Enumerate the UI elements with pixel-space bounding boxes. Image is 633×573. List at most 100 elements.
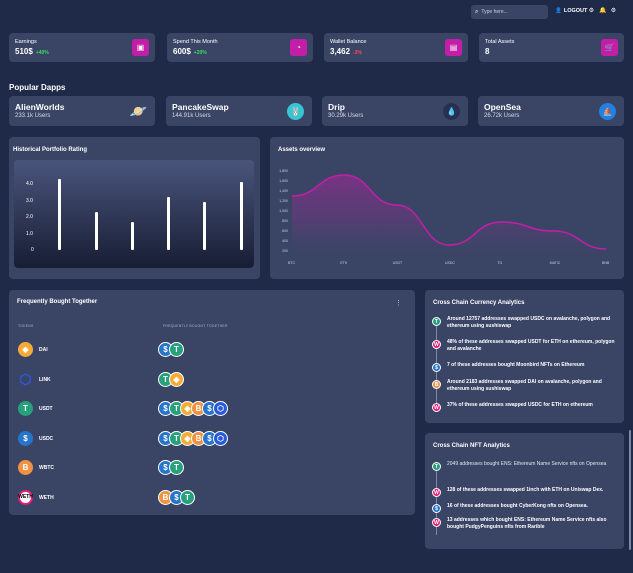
y-tick-label: 1,600 bbox=[279, 179, 288, 183]
link-icon: ⬡ bbox=[19, 370, 32, 387]
token-name: LINK bbox=[39, 376, 51, 383]
fbt-token-group: $ T bbox=[158, 460, 184, 475]
y-tick-label: 1,800 bbox=[279, 169, 288, 173]
user-icon: 👤 bbox=[555, 8, 562, 14]
usdt-icon: T bbox=[169, 342, 184, 357]
panel-title: Assets overview bbox=[278, 147, 326, 153]
dai-icon: ◈ bbox=[18, 342, 33, 357]
analytics-item-text: 7 of these addresses bought Moonbird NFT… bbox=[447, 362, 585, 368]
search-box[interactable]: ⌕ bbox=[471, 5, 548, 19]
line-chart-area: 200 400 600 800 1,000 1,200 1,400 1,600 1,800 BTC… bbox=[270, 137, 624, 279]
bar bbox=[167, 197, 170, 250]
weth-icon: W bbox=[432, 340, 441, 349]
dapp-card-drip[interactable]: Drip 30.29k Users 💧 bbox=[322, 96, 468, 126]
wallet-icon: ▣ bbox=[132, 39, 149, 56]
drop-icon: 💧 bbox=[443, 103, 460, 120]
dapp-card-opensea[interactable]: OpenSea 26.72k Users ⛵ bbox=[478, 96, 624, 126]
analytics-item-text: Around 12757 addresses swapped USDC on a… bbox=[447, 316, 611, 329]
y-tick-label: 3.0 bbox=[26, 197, 33, 204]
search-input[interactable] bbox=[481, 9, 542, 15]
stat-card-wallet-balance: Wallet Balance 3,462 -3% ▤ bbox=[324, 33, 468, 62]
bunny-icon: 🐰 bbox=[287, 103, 304, 120]
y-tick-label: 400 bbox=[282, 239, 288, 243]
stat-label: Total Assets bbox=[485, 39, 515, 45]
dapp-users: 30.29k Users bbox=[328, 113, 364, 119]
dapp-users: 144.91k Users bbox=[172, 113, 211, 119]
bar bbox=[95, 212, 98, 250]
x-tick-label: TG bbox=[497, 261, 503, 265]
pie-icon: ◔ bbox=[290, 39, 307, 56]
kebab-menu-icon[interactable]: ⋮ bbox=[395, 300, 402, 307]
usdc-icon: $ bbox=[18, 430, 33, 446]
bell-icon[interactable]: 🔔 bbox=[599, 8, 607, 14]
stat-delta: +40% bbox=[35, 50, 49, 56]
y-tick-label: 1,200 bbox=[279, 199, 288, 203]
portfolio-rating-panel: Historical Portfolio Rating 0 1.0 2.0 3.0 4.… bbox=[9, 137, 260, 279]
dai-icon: ◈ bbox=[169, 371, 184, 387]
usdt-icon: T bbox=[432, 317, 441, 326]
fbt-token-group: $ T bbox=[158, 342, 184, 357]
dapp-name: Drip bbox=[328, 102, 345, 112]
logout-button[interactable]: 👤 LOGOUT bbox=[555, 8, 587, 14]
token-name: WBTC bbox=[39, 465, 54, 471]
search-icon: ⌕ bbox=[475, 9, 479, 15]
stat-value: 8 bbox=[485, 47, 490, 56]
stat-delta: -3% bbox=[353, 50, 362, 56]
scrollbar[interactable] bbox=[629, 430, 631, 550]
x-tick-label: BNB bbox=[602, 261, 610, 265]
stat-label: Wallet Balance bbox=[330, 39, 367, 45]
usdt-icon: T bbox=[18, 401, 33, 416]
gear-icon[interactable]: ⚙ bbox=[588, 8, 595, 14]
timeline-line bbox=[436, 463, 437, 535]
area-chart-svg bbox=[291, 174, 607, 251]
fbt-token-group: B $ T bbox=[158, 489, 195, 505]
bar bbox=[240, 182, 243, 250]
dapp-card-alienworlds[interactable]: AlienWorlds 233.1k Users 🪐 bbox=[9, 96, 155, 126]
assets-overview-panel: Assets overview 200 400 600 800 1,000 1,200 1,… bbox=[270, 137, 624, 279]
wbtc-icon: B bbox=[18, 460, 33, 475]
usdt-icon: T bbox=[180, 489, 195, 505]
stat-value: 510$ +40% bbox=[15, 47, 49, 56]
wbtc-icon: B bbox=[432, 380, 441, 389]
cart-icon: 🛒 bbox=[601, 39, 618, 56]
dapp-card-pancakeswap[interactable]: PancakeSwap 144.91k Users 🐰 bbox=[166, 96, 312, 126]
bar bbox=[203, 202, 206, 250]
y-tick-label: 600 bbox=[282, 229, 288, 233]
y-tick-label: 200 bbox=[282, 249, 288, 253]
weth-icon: W bbox=[432, 488, 441, 497]
bar-chart-area: 0 1.0 2.0 3.0 4.0 bbox=[14, 160, 254, 268]
y-tick-label: 1,000 bbox=[279, 209, 288, 213]
analytics-item-text: Around 2183 addresses swapped DAI on ava… bbox=[447, 379, 602, 392]
bar bbox=[58, 179, 61, 250]
bar bbox=[131, 221, 134, 250]
analytics-item-text: 2049 addresses bought ENS: Ethereum Name… bbox=[447, 461, 607, 467]
dapp-users: 26.72k Users bbox=[484, 113, 520, 119]
link-icon: ⬡ bbox=[213, 401, 228, 416]
link-icon: ⬡ bbox=[213, 430, 228, 446]
analytics-item-text: 48% of these addresses swapped USDT for … bbox=[447, 339, 615, 352]
usdc-icon: $ bbox=[432, 363, 441, 372]
stat-card-total-assets: Total Assets 8 🛒 bbox=[479, 33, 624, 62]
weth-icon: W bbox=[432, 403, 441, 412]
area-fill bbox=[292, 175, 606, 251]
popular-dapps-title: Popular Dapps bbox=[9, 83, 66, 92]
x-tick-label: USDC bbox=[445, 261, 455, 265]
y-tick-label: 0 bbox=[31, 247, 34, 253]
usdt-icon: T bbox=[432, 462, 441, 471]
x-tick-label: ETH bbox=[340, 261, 348, 265]
usdt-icon: T bbox=[169, 460, 184, 475]
y-tick-label: 1.0 bbox=[26, 230, 33, 237]
settings-icon[interactable]: ⚙ bbox=[610, 8, 617, 14]
stat-value: 600$ +20% bbox=[173, 47, 207, 56]
stat-card-earnings: Earnings 510$ +40% ▣ bbox=[9, 33, 155, 62]
x-tick-label: BTC bbox=[288, 261, 295, 265]
col-header-tokens: TOKENS bbox=[18, 324, 34, 328]
sailboat-icon: ⛵ bbox=[599, 103, 616, 120]
panel-title: Cross Chain NFT Analytics bbox=[433, 443, 510, 449]
stat-value: 3,462 -3% bbox=[330, 47, 362, 56]
token-name: USDT bbox=[39, 406, 53, 412]
analytics-item-text: 128 of these addresses swapped 1inch wit… bbox=[447, 487, 604, 493]
dapp-name: OpenSea bbox=[484, 102, 521, 112]
book-icon: ▤ bbox=[445, 39, 462, 56]
fbt-token-group: T ◈ bbox=[158, 371, 184, 387]
